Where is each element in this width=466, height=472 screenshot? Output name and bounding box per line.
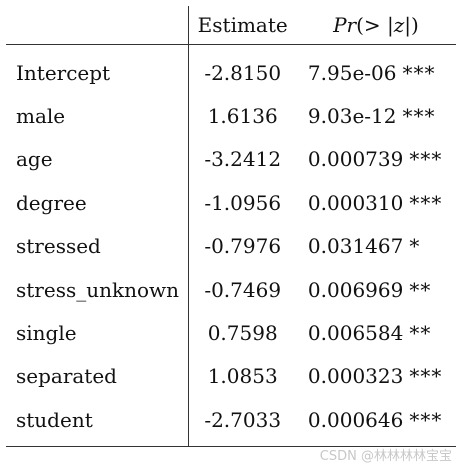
p-var: z: [393, 13, 405, 37]
table-row: stress_unknown -0.7469 0.006969 **: [6, 267, 456, 312]
table-row: Intercept -2.8150 7.95e-06 ***: [6, 44, 456, 95]
row-p-value: 0.031467: [307, 234, 404, 259]
row-p-cell: 0.000323 ***: [296, 355, 456, 398]
row-estimate: -2.8150: [188, 44, 296, 95]
table-row: separated 1.0853 0.000323 ***: [6, 354, 456, 399]
row-p-value: 9.03e-12: [307, 104, 397, 129]
row-name: stress_unknown: [16, 277, 180, 302]
row-significance: ***: [409, 364, 443, 389]
row-estimate: -1.0956: [188, 181, 296, 225]
p-open: (> |: [356, 13, 394, 37]
row-estimate: -0.7469: [188, 267, 296, 312]
table-row: degree -1.0956 0.000310 ***: [6, 181, 456, 225]
row-estimate: -0.7976: [188, 224, 296, 268]
row-p-cell: 0.000646 ***: [296, 398, 456, 446]
row-p-cell: 0.031467 *: [296, 225, 456, 268]
header-name: [6, 6, 189, 45]
p-close: |): [404, 13, 419, 37]
row-name: Intercept: [16, 60, 111, 85]
row-p-value: 0.000323: [307, 364, 404, 389]
header-estimate: Estimate: [188, 6, 296, 45]
row-p-cell: 7.95e-06 ***: [296, 45, 456, 95]
table-row: stressed -0.7976 0.031467 *: [6, 224, 456, 268]
row-name: male: [16, 104, 66, 129]
row-estimate: 0.7598: [188, 311, 296, 355]
row-significance: ***: [409, 190, 443, 215]
row-p-cell: 0.006584 **: [296, 311, 456, 354]
table-row: age -3.2412 0.000739 ***: [6, 137, 456, 182]
row-significance: ***: [402, 104, 436, 129]
header-row: Estimate Pr(> |z|): [6, 6, 456, 45]
row-name: separated: [16, 364, 117, 389]
table-body: Intercept -2.8150 7.95e-06 *** male 1.613…: [6, 44, 456, 447]
row-p-cell: 0.000739 ***: [296, 138, 456, 181]
row-p-value: 0.006584: [307, 321, 404, 346]
table-row: male 1.6136 9.03e-12 ***: [6, 94, 456, 138]
row-estimate: -2.7033: [188, 398, 296, 447]
row-name: stressed: [16, 234, 101, 259]
row-significance: **: [409, 277, 432, 302]
row-estimate: 1.0853: [188, 354, 296, 399]
table-header: Estimate Pr(> |z|): [6, 6, 456, 45]
row-p-value: 0.000646: [307, 407, 404, 432]
row-p-value: 0.000739: [307, 147, 404, 172]
row-significance: *: [409, 234, 421, 259]
watermark: CSDN @林林林林宝宝: [319, 449, 452, 464]
table-row: single 0.7598 0.006584 **: [6, 311, 456, 355]
row-name: degree: [16, 190, 87, 215]
table-row: student -2.7033 0.000646 ***: [6, 398, 456, 447]
row-estimate: 1.6136: [188, 94, 296, 138]
row-significance: ***: [409, 407, 443, 432]
row-p-value: 7.95e-06: [307, 60, 397, 85]
row-name: age: [16, 147, 53, 172]
row-p-cell: 0.006969 **: [296, 268, 456, 311]
row-significance: ***: [402, 60, 436, 85]
row-p-cell: 0.000310 ***: [296, 181, 456, 224]
regression-table: Estimate Pr(> |z|) Intercept -2.8150 7.9…: [6, 6, 456, 447]
row-p-cell: 9.03e-12 ***: [296, 94, 456, 137]
row-name: student: [16, 407, 93, 432]
row-p-value: 0.000310: [307, 190, 404, 215]
header-p-value: Pr(> |z|): [295, 6, 456, 45]
row-name: single: [16, 321, 77, 346]
row-significance: ***: [409, 147, 443, 172]
row-p-value: 0.006969: [307, 277, 404, 302]
row-significance: **: [409, 321, 432, 346]
p-value-header-text: Pr(> |z|): [333, 13, 419, 37]
p-prefix: Pr: [333, 13, 357, 37]
row-estimate: -3.2412: [188, 137, 296, 182]
